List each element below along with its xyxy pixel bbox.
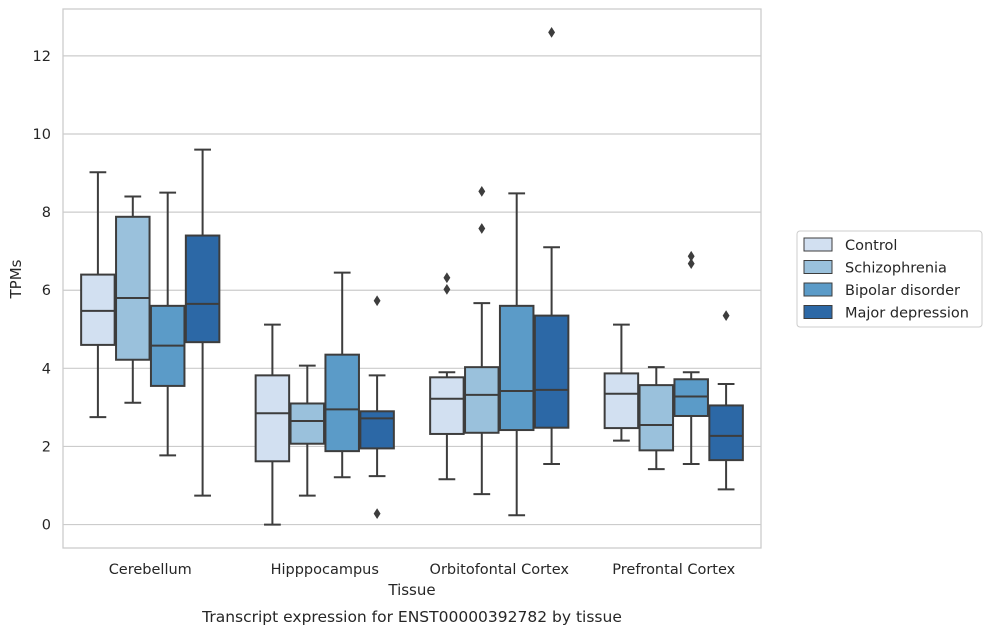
- box-plot: [638, 366, 675, 471]
- box: [708, 404, 744, 462]
- outlier-point: [373, 508, 381, 520]
- outlier-point: [373, 295, 381, 307]
- legend-swatch: [803, 282, 833, 297]
- box-plot: [115, 195, 151, 404]
- y-tick-labels: 0 2 4 6 8 10 12: [33, 49, 51, 534]
- legend-label: Major depression: [845, 306, 969, 322]
- x-tick-label: Cerebellum: [109, 562, 192, 578]
- legend: Control Schizophrenia Bipolar disorder Majo…: [796, 230, 983, 328]
- box-plot: [603, 323, 640, 442]
- box: [673, 378, 709, 417]
- y-tick-label: 4: [42, 361, 51, 377]
- legend-label: Bipolar disorder: [845, 283, 960, 299]
- outlier-point: [443, 284, 451, 295]
- legend-swatch: [803, 260, 833, 274]
- box-plot: [429, 272, 465, 481]
- box-plots: [80, 27, 744, 526]
- box-plot: [708, 310, 744, 491]
- box: [603, 372, 640, 430]
- box: [115, 215, 151, 361]
- box: [533, 314, 570, 429]
- x-tick-label: Orbitofontal Cortex: [430, 562, 570, 578]
- box-plot: [149, 191, 186, 457]
- box: [324, 353, 360, 453]
- outlier-point: [548, 27, 556, 38]
- y-tick-label: 0: [42, 518, 51, 534]
- outlier-point: [478, 223, 486, 234]
- y-tick-label: 6: [42, 283, 51, 299]
- legend-frame: [796, 230, 983, 328]
- y-tick-label: 12: [33, 49, 51, 65]
- box-plot: [359, 295, 395, 520]
- y-tick-label: 8: [42, 205, 51, 221]
- y-tick-label: 10: [33, 127, 51, 143]
- box-plot: [324, 271, 360, 479]
- box: [359, 410, 395, 450]
- chart-caption: Transcript expression for ENST0000039278…: [201, 608, 622, 626]
- box: [184, 234, 221, 344]
- outlier-point: [443, 272, 451, 284]
- outlier-point: [687, 258, 695, 270]
- box-plot: [533, 27, 570, 466]
- y-tick-label: 2: [42, 439, 51, 455]
- box-plot: [289, 364, 326, 497]
- box: [498, 304, 535, 432]
- box: [289, 402, 326, 445]
- x-axis-label: Tissue: [387, 581, 435, 599]
- box-plot: [673, 250, 709, 466]
- box: [638, 384, 675, 452]
- x-tick-label: Prefrontal Cortex: [612, 562, 735, 578]
- x-tick-labels: Cerebellum Hipppocampus Orbitofontal Corte…: [109, 562, 736, 578]
- legend-swatch: [803, 305, 833, 319]
- outlier-point: [722, 310, 730, 321]
- box: [80, 273, 116, 346]
- box: [254, 374, 291, 463]
- legend-swatch: [803, 237, 833, 252]
- y-axis-label: TPMs: [7, 259, 25, 299]
- box: [429, 376, 465, 435]
- box: [464, 366, 500, 434]
- legend-label: Schizophrenia: [845, 261, 947, 277]
- box-plot: [80, 171, 116, 419]
- box-plot: [184, 148, 221, 497]
- legend-label: Control: [845, 238, 897, 254]
- plot-frame: [62, 8, 762, 549]
- outlier-point: [687, 250, 695, 262]
- box-plot: [498, 192, 535, 517]
- box-plot: [464, 186, 500, 496]
- x-tick-label: Hipppocampus: [271, 562, 379, 578]
- box-plot: [254, 323, 291, 526]
- outlier-point: [478, 186, 486, 197]
